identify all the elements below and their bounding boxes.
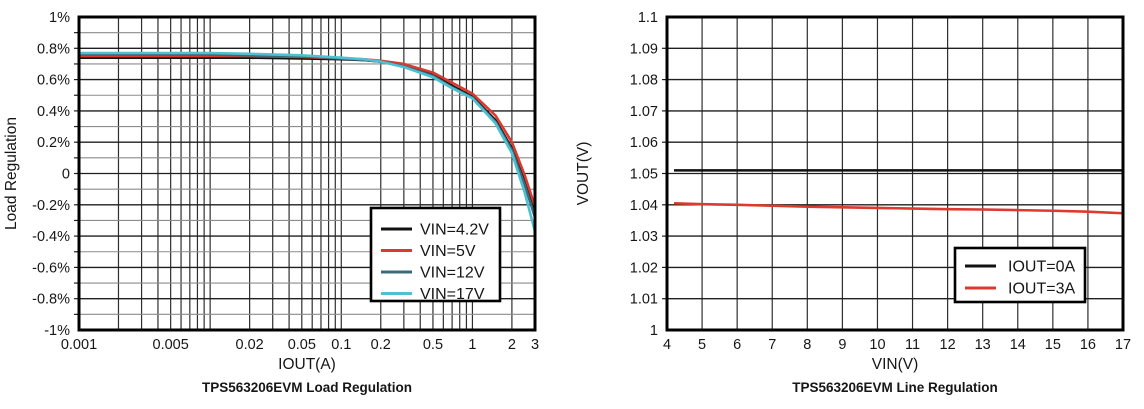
y-tick-label: 1% — [49, 10, 70, 26]
legend: VIN=4.2V VIN=5V VIN=12V VIN=17V — [369, 206, 502, 303]
y-tick-label: 1.03 — [630, 229, 658, 245]
y-tick-label: 1.01 — [630, 292, 658, 308]
x-tick-label: 14 — [1010, 337, 1026, 353]
x-tick-label: 0.05 — [288, 337, 316, 353]
x-tick-label: 1 — [468, 337, 476, 353]
y-tick-label: 1.04 — [630, 198, 658, 214]
x-tick-label: 11 — [905, 337, 920, 353]
legend-label: IOUT=3A — [1008, 281, 1075, 298]
legend-label: VIN=17V — [420, 286, 485, 303]
y-tick-label: 1.02 — [630, 260, 658, 276]
series-line-3 — [79, 51, 537, 232]
y-tick-label: 1.09 — [630, 41, 658, 57]
y-tick-label: 0.8% — [37, 41, 70, 57]
plot-border — [77, 15, 537, 332]
y-tick-labels: -1% -0.8% -0.6% -0.4% -0.2% 0 0.2% 0.4% 0.6% 0.8%… — [32, 10, 70, 339]
x-axis-title: VIN(V) — [872, 356, 919, 373]
x-tick-label: 12 — [940, 337, 956, 353]
legend-label: VIN=4.2V — [420, 222, 489, 239]
legend-label: VIN=5V — [420, 243, 476, 260]
plot-border — [665, 15, 1125, 332]
x-tick-label: 7 — [768, 337, 776, 353]
x-tick-label: 0.02 — [236, 337, 264, 353]
line-regulation-plot: 4 5 6 7 8 9 10 11 12 13 14 15 16 1711.011.021.031.041… — [575, 10, 1131, 373]
legend: IOUT=0A IOUT=3A — [953, 246, 1087, 304]
legend-label: VIN=12V — [420, 265, 485, 282]
y-axis-title: VOUT(V) — [575, 142, 592, 206]
x-tick-labels: 4 5 6 7 8 9 10 11 12 13 14 15 16 17 — [663, 337, 1131, 353]
load-regulation-plot: 0.001 0.005 0.02 0.05 0.1 0.2 0.5 1 2 3 -1% -0.8% -0… — [3, 10, 539, 373]
y-tick-label: -0.6% — [32, 260, 70, 276]
x-tick-label: 9 — [838, 337, 846, 353]
y-tick-label: -1% — [44, 323, 70, 339]
legend-label: IOUT=0A — [1008, 259, 1075, 276]
y-tick-label: 0.2% — [37, 135, 70, 151]
y-tick-label: 0.6% — [37, 73, 70, 89]
x-tick-label: 5 — [698, 337, 706, 353]
load-regulation-figure: 0.001 0.005 0.02 0.05 0.1 0.2 0.5 1 2 3 -1% -0.8% -0… — [3, 10, 539, 395]
x-tick-label: 4 — [663, 337, 671, 353]
series-line-1 — [673, 201, 1124, 215]
legend-box — [953, 246, 1087, 304]
legend-box — [369, 206, 502, 303]
x-tick-labels: 0.001 0.005 0.02 0.05 0.1 0.2 0.5 1 2 3 — [61, 337, 539, 353]
series-lines — [79, 51, 537, 232]
x-tick-label: 3 — [531, 337, 539, 353]
load-regulation-caption: TPS563206EVM Load Regulation — [201, 380, 413, 395]
line-regulation-figure: 4 5 6 7 8 9 10 11 12 13 14 15 16 17 1 1.01 1.02 1.03 1.04 1… — [572, 0, 1144, 409]
x-tick-label: 6 — [733, 337, 741, 353]
y-tick-label: 0 — [62, 167, 70, 183]
x-tick-label: 0.005 — [153, 337, 189, 353]
y-tick-label: 1.05 — [630, 167, 658, 183]
x-tick-label: 0.1 — [331, 337, 351, 353]
y-tick-label: -0.8% — [32, 292, 70, 308]
y-tick-label: 1.1 — [638, 10, 658, 26]
y-tick-label: -0.2% — [32, 198, 70, 214]
y-tick-label: -0.4% — [32, 229, 70, 245]
x-tick-label: 0.5 — [423, 337, 443, 353]
x-tick-label: 13 — [975, 337, 991, 353]
x-axis-title: IOUT(A) — [278, 356, 336, 373]
y-tick-labels: 1 1.01 1.02 1.03 1.04 1.05 1.06 1.07 1.08 1.09 1.1 — [630, 10, 658, 339]
grid — [662, 17, 1123, 330]
y-tick-label: 1.08 — [630, 73, 658, 89]
y-tick-label: 1 — [650, 323, 658, 339]
x-tick-label: 15 — [1045, 337, 1061, 353]
x-tick-label: 10 — [869, 337, 885, 353]
x-tick-label: 17 — [1115, 337, 1131, 353]
x-tick-label: 0.001 — [61, 337, 97, 353]
x-tick-label: 16 — [1080, 337, 1096, 353]
series-lines — [673, 169, 1124, 215]
y-tick-label: 1.07 — [630, 104, 658, 120]
y-tick-label: 0.4% — [37, 104, 70, 120]
y-tick-label: 1.06 — [630, 135, 658, 151]
x-tick-label: 8 — [803, 337, 811, 353]
line-regulation-caption: TPS563206EVM Line Regulation — [792, 380, 998, 395]
x-tick-label: 2 — [508, 337, 516, 353]
y-axis-title: Load Regulation — [3, 117, 20, 230]
x-tick-label: 0.2 — [371, 337, 391, 353]
